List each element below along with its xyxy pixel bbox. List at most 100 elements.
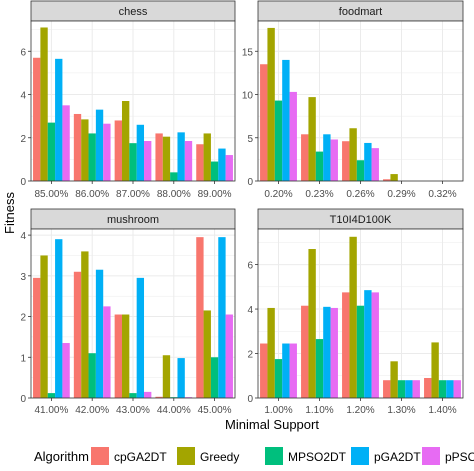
- bar-greedy-0: [267, 307, 275, 398]
- bar-greedy-4: [431, 342, 439, 398]
- bar-cpga2dt-1: [301, 134, 309, 181]
- bar-greedy-2: [121, 314, 130, 398]
- bar-mpso2dt-4: [438, 380, 447, 398]
- legend-item-pga2dt: pGA2DT: [351, 447, 421, 465]
- x-tick-label: 45.00%: [198, 405, 232, 416]
- legend-key-cpga2dt: [91, 447, 109, 465]
- bar-ppso2dt-2: [144, 391, 152, 398]
- panel-border: [257, 228, 464, 399]
- panel-title: mushroom: [107, 214, 159, 226]
- x-tick-label: 1.40%: [428, 405, 456, 416]
- bar-pga2dt-2: [136, 277, 145, 398]
- x-tick-label: 85.00%: [34, 189, 68, 200]
- legend-title: Algorithm: [34, 449, 89, 464]
- bar-pga2dt-0: [55, 239, 63, 398]
- panel-border: [30, 228, 236, 399]
- bar-greedy-3: [162, 355, 171, 398]
- y-tick-label: 15: [242, 47, 254, 58]
- bar-ppso2dt-2: [371, 292, 379, 398]
- bar-cpga2dt-0: [33, 57, 41, 181]
- bar-mpso2dt-4: [210, 161, 219, 181]
- bar-greedy-2: [121, 101, 130, 181]
- bar-cpga2dt-4: [196, 237, 204, 398]
- x-tick-label: 42.00%: [75, 405, 109, 416]
- bar-greedy-4: [203, 133, 211, 181]
- y-tick-label: 4: [20, 91, 26, 102]
- bar-mpso2dt-1: [88, 353, 96, 398]
- bar-pga2dt-1: [323, 134, 331, 181]
- x-tick-label: 88.00%: [157, 189, 191, 200]
- bar-greedy-0: [40, 27, 48, 182]
- bar-greedy-0: [267, 27, 275, 182]
- x-tick-label: 0.29%: [387, 189, 415, 200]
- bar-ppso2dt-4: [225, 314, 233, 398]
- panel-mushroom: mushroom 0 1 2 3 4 41.00% 42.00% 43.00% 44.00% 45.…: [20, 208, 236, 416]
- y-tick-label: 2: [247, 350, 253, 361]
- y-tick-label: 2: [20, 134, 26, 145]
- bar-cpga2dt-2: [114, 120, 122, 181]
- bar-cpga2dt-4: [424, 377, 432, 398]
- bar-mpso2dt-3: [170, 172, 178, 181]
- y-axis-title: Fitness: [2, 192, 17, 234]
- bar-cpga2dt-3: [155, 396, 163, 398]
- legend-label-cpga2dt: cpGA2DT: [114, 450, 167, 464]
- legend-label-greedy: Greedy: [200, 450, 239, 464]
- bar-cpga2dt-2: [342, 292, 350, 398]
- legend-item-mpso2dt: MPSO2DT: [265, 447, 347, 465]
- bar-greedy-1: [308, 97, 316, 181]
- x-tick-label: 89.00%: [198, 189, 232, 200]
- bar-mpso2dt-1: [315, 151, 324, 181]
- bar-ppso2dt-1: [103, 123, 111, 181]
- bar-pga2dt-2: [136, 124, 145, 181]
- bar-cpga2dt-1: [301, 305, 309, 398]
- legend-label-mpso2dt: MPSO2DT: [288, 450, 347, 464]
- panel-title: chess: [119, 6, 148, 18]
- panel-border: [257, 20, 464, 182]
- bar-ppso2dt-2: [144, 141, 152, 181]
- bar-mpso2dt-0: [47, 393, 56, 398]
- bar-cpga2dt-2: [342, 141, 350, 181]
- bar-greedy-2: [349, 128, 357, 181]
- bar-ppso2dt-3: [412, 380, 420, 398]
- panel-border: [30, 20, 236, 182]
- x-tick-label: 0.26%: [346, 189, 374, 200]
- bar-ppso2dt-0: [289, 343, 297, 398]
- bar-cpga2dt-3: [383, 380, 391, 398]
- bar-greedy-0: [40, 255, 48, 398]
- y-tick-label: 3: [20, 272, 26, 283]
- bar-pga2dt-0: [282, 59, 290, 182]
- x-tick-label: 0.23%: [305, 189, 333, 200]
- x-axis-title: Minimal Support: [225, 417, 319, 432]
- bar-cpga2dt-0: [260, 64, 268, 181]
- legend-key-pga2dt: [351, 447, 369, 465]
- bar-ppso2dt-1: [330, 139, 338, 181]
- bar-mpso2dt-2: [129, 393, 137, 398]
- x-tick-label: 1.30%: [387, 405, 415, 416]
- y-tick-label: 6: [247, 261, 253, 272]
- bar-ppso2dt-4: [225, 155, 233, 181]
- x-tick-label: 86.00%: [75, 189, 109, 200]
- y-tick-label: 1: [20, 353, 26, 364]
- legend: Algorithm cpGA2DT Greedy MPSO2DT pGA2DT pPSO…: [34, 447, 474, 465]
- bar-pga2dt-1: [95, 269, 104, 398]
- y-tick-label: 10: [242, 91, 254, 102]
- bar-mpso2dt-3: [397, 380, 406, 398]
- bar-cpga2dt-1: [73, 271, 82, 398]
- bar-cpga2dt-0: [33, 277, 41, 398]
- bar-greedy-4: [203, 310, 211, 398]
- bar-mpso2dt-0: [274, 100, 283, 181]
- bar-mpso2dt-1: [88, 133, 96, 181]
- bar-pga2dt-2: [364, 290, 372, 398]
- bar-mpso2dt-2: [129, 143, 137, 181]
- y-tick-label: 2: [20, 313, 26, 324]
- bar-mpso2dt-3: [170, 397, 178, 398]
- bar-pga2dt-2: [364, 142, 372, 181]
- y-tick-label: 0: [247, 394, 253, 405]
- x-tick-label: 1.10%: [305, 405, 333, 416]
- legend-label-pga2dt: pGA2DT: [374, 450, 421, 464]
- bar-pga2dt-4: [218, 237, 226, 398]
- panel-foodmart: foodmart 0 5 10 15 0.20% 0.23% 0.26% 0.29% 0.32%: [242, 0, 464, 200]
- bar-pga2dt-0: [55, 58, 63, 181]
- bar-pga2dt-3: [405, 380, 413, 398]
